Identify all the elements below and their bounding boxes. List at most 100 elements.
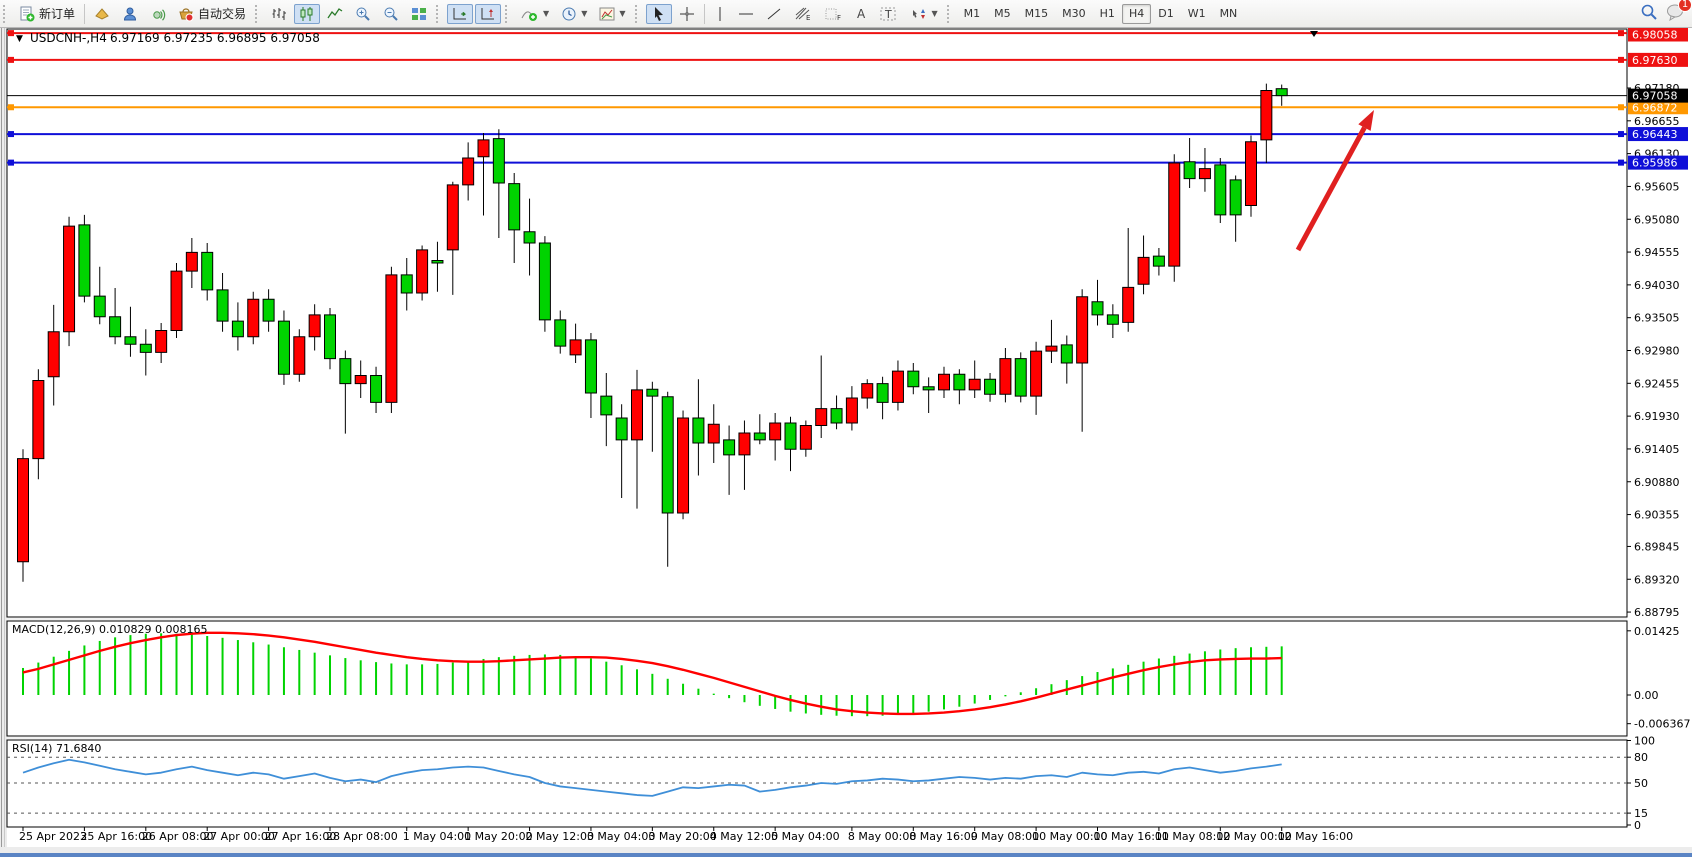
crosshair-button[interactable] bbox=[674, 4, 700, 24]
candle-body bbox=[477, 139, 490, 158]
zoom-in-button[interactable] bbox=[350, 4, 376, 24]
indicators-button[interactable]: ▼ bbox=[516, 4, 554, 24]
timeframe-H4[interactable]: H4 bbox=[1121, 3, 1152, 24]
auto-scroll-icon bbox=[452, 6, 468, 22]
toolbar-grip[interactable] bbox=[505, 4, 512, 23]
vertical-line-button[interactable] bbox=[709, 4, 731, 24]
horizontal-lines[interactable] bbox=[7, 30, 1627, 166]
timeframe-W1[interactable]: W1 bbox=[1187, 7, 1206, 20]
candle-body bbox=[984, 378, 997, 395]
candle-body bbox=[216, 289, 229, 322]
macd-panel[interactable]: MACD(12,26,9) 0.010829 0.008165 0.01425 0.… bbox=[12, 623, 1690, 731]
rsi-axis-label: 50 bbox=[1634, 777, 1648, 790]
rsi-panel[interactable]: RSI(14) 71.6840 100 80 50 150 bbox=[7, 735, 1655, 833]
timeframe-M5[interactable]: M5 bbox=[994, 7, 1011, 20]
alerts-button[interactable] bbox=[145, 4, 171, 24]
text-button[interactable]: A bbox=[849, 4, 873, 24]
candles-layer bbox=[17, 83, 1288, 582]
hline-handle[interactable] bbox=[1618, 104, 1624, 111]
time-label: 25 Apr 2023 bbox=[19, 830, 87, 843]
new-order-button[interactable]: 新订单 bbox=[14, 4, 80, 24]
candle-body bbox=[600, 395, 613, 416]
candle-body bbox=[631, 389, 643, 441]
market-watch-button[interactable] bbox=[117, 4, 143, 24]
trendline-button[interactable] bbox=[761, 4, 787, 24]
tile-windows-button[interactable] bbox=[406, 4, 432, 24]
cursor-button[interactable] bbox=[645, 3, 672, 24]
hline-handle[interactable] bbox=[1618, 131, 1624, 138]
toolbar-grip[interactable] bbox=[436, 4, 443, 23]
auto-trading-button[interactable]: 自动交易 bbox=[173, 4, 251, 24]
candle-body bbox=[170, 270, 183, 331]
hline-handle[interactable] bbox=[8, 56, 14, 63]
arrow-annotation[interactable] bbox=[1295, 110, 1374, 252]
price-badge: 6.95986 bbox=[1628, 155, 1688, 170]
new-order-icon bbox=[19, 6, 35, 22]
timeframe-D1[interactable]: D1 bbox=[1158, 7, 1174, 20]
candle-body bbox=[508, 183, 521, 231]
timeframe-H1[interactable]: H1 bbox=[1099, 7, 1115, 20]
candle-body bbox=[462, 157, 475, 186]
candle-body bbox=[999, 358, 1012, 395]
periods-button[interactable]: ▼ bbox=[556, 4, 592, 24]
price-tick-label: 6.96655 bbox=[1634, 115, 1680, 128]
candle-body bbox=[830, 408, 843, 424]
line-chart-button[interactable] bbox=[322, 4, 348, 24]
hline-handle[interactable] bbox=[8, 30, 14, 37]
horizontal-line-button[interactable] bbox=[733, 4, 759, 24]
chart-shift-button[interactable] bbox=[475, 3, 502, 24]
toolbar-grip[interactable] bbox=[946, 4, 954, 23]
candle-body bbox=[723, 439, 736, 456]
auto-scroll-button[interactable] bbox=[447, 3, 474, 24]
hline-handle[interactable] bbox=[8, 104, 14, 111]
candle-body bbox=[554, 319, 567, 347]
time-label: 11 May 08:00 bbox=[1155, 830, 1230, 843]
candle-body bbox=[201, 251, 214, 291]
crosshair-icon bbox=[679, 6, 695, 22]
candle-body bbox=[661, 396, 674, 514]
candle-body bbox=[1014, 358, 1027, 397]
search-icon[interactable] bbox=[1640, 3, 1658, 24]
candlestick-chart-icon bbox=[299, 6, 315, 22]
hline-handle[interactable] bbox=[8, 159, 14, 166]
time-label: 8 May 16:00 bbox=[909, 830, 977, 843]
templates-button[interactable]: ▼ bbox=[594, 4, 630, 24]
templates-icon bbox=[599, 6, 615, 22]
hline-handle[interactable] bbox=[8, 131, 14, 138]
auto-trading-label: 自动交易 bbox=[198, 7, 247, 21]
quotes-button[interactable] bbox=[89, 4, 115, 24]
candlestick-chart-button[interactable] bbox=[294, 3, 321, 24]
toolbar-grip[interactable] bbox=[255, 4, 262, 23]
notifications-icon[interactable]: 1 bbox=[1666, 0, 1692, 24]
timeframe-MN[interactable]: MN bbox=[1219, 7, 1238, 20]
candle-body bbox=[446, 184, 459, 251]
toolbar-grip[interactable] bbox=[634, 4, 642, 23]
timeframe-M30[interactable]: M30 bbox=[1062, 7, 1086, 20]
price-axis[interactable]: 6.971806.966556.961306.956056.950806.945… bbox=[1627, 27, 1688, 620]
macd-signal-line bbox=[22, 631, 1282, 716]
price-tick-label: 6.89320 bbox=[1634, 573, 1680, 586]
candle-body bbox=[47, 331, 60, 378]
line-chart-icon bbox=[327, 6, 343, 22]
timeframe-M15[interactable]: M15 bbox=[1024, 7, 1049, 20]
time-label: 10 May 16:00 bbox=[1094, 830, 1169, 843]
candle-body bbox=[692, 417, 705, 444]
hline-handle[interactable] bbox=[1618, 30, 1624, 37]
hline-handle[interactable] bbox=[1618, 159, 1624, 166]
candle-body bbox=[354, 375, 367, 385]
hline-handle[interactable] bbox=[1618, 56, 1624, 63]
text-label-button[interactable]: T bbox=[875, 4, 903, 24]
price-tick-label: 6.90355 bbox=[1634, 509, 1680, 522]
toolbar-grip[interactable] bbox=[3, 4, 10, 23]
zoom-out-button[interactable] bbox=[378, 4, 404, 24]
fibonacci-button[interactable]: E bbox=[789, 4, 817, 24]
candle-body bbox=[523, 231, 536, 244]
bar-chart-button[interactable] bbox=[266, 4, 292, 24]
grid-button[interactable]: F bbox=[819, 4, 847, 24]
arrows-button[interactable]: ▼ bbox=[905, 4, 943, 24]
candle-body bbox=[1260, 90, 1273, 141]
timeframe-M1[interactable]: M1 bbox=[963, 7, 981, 20]
